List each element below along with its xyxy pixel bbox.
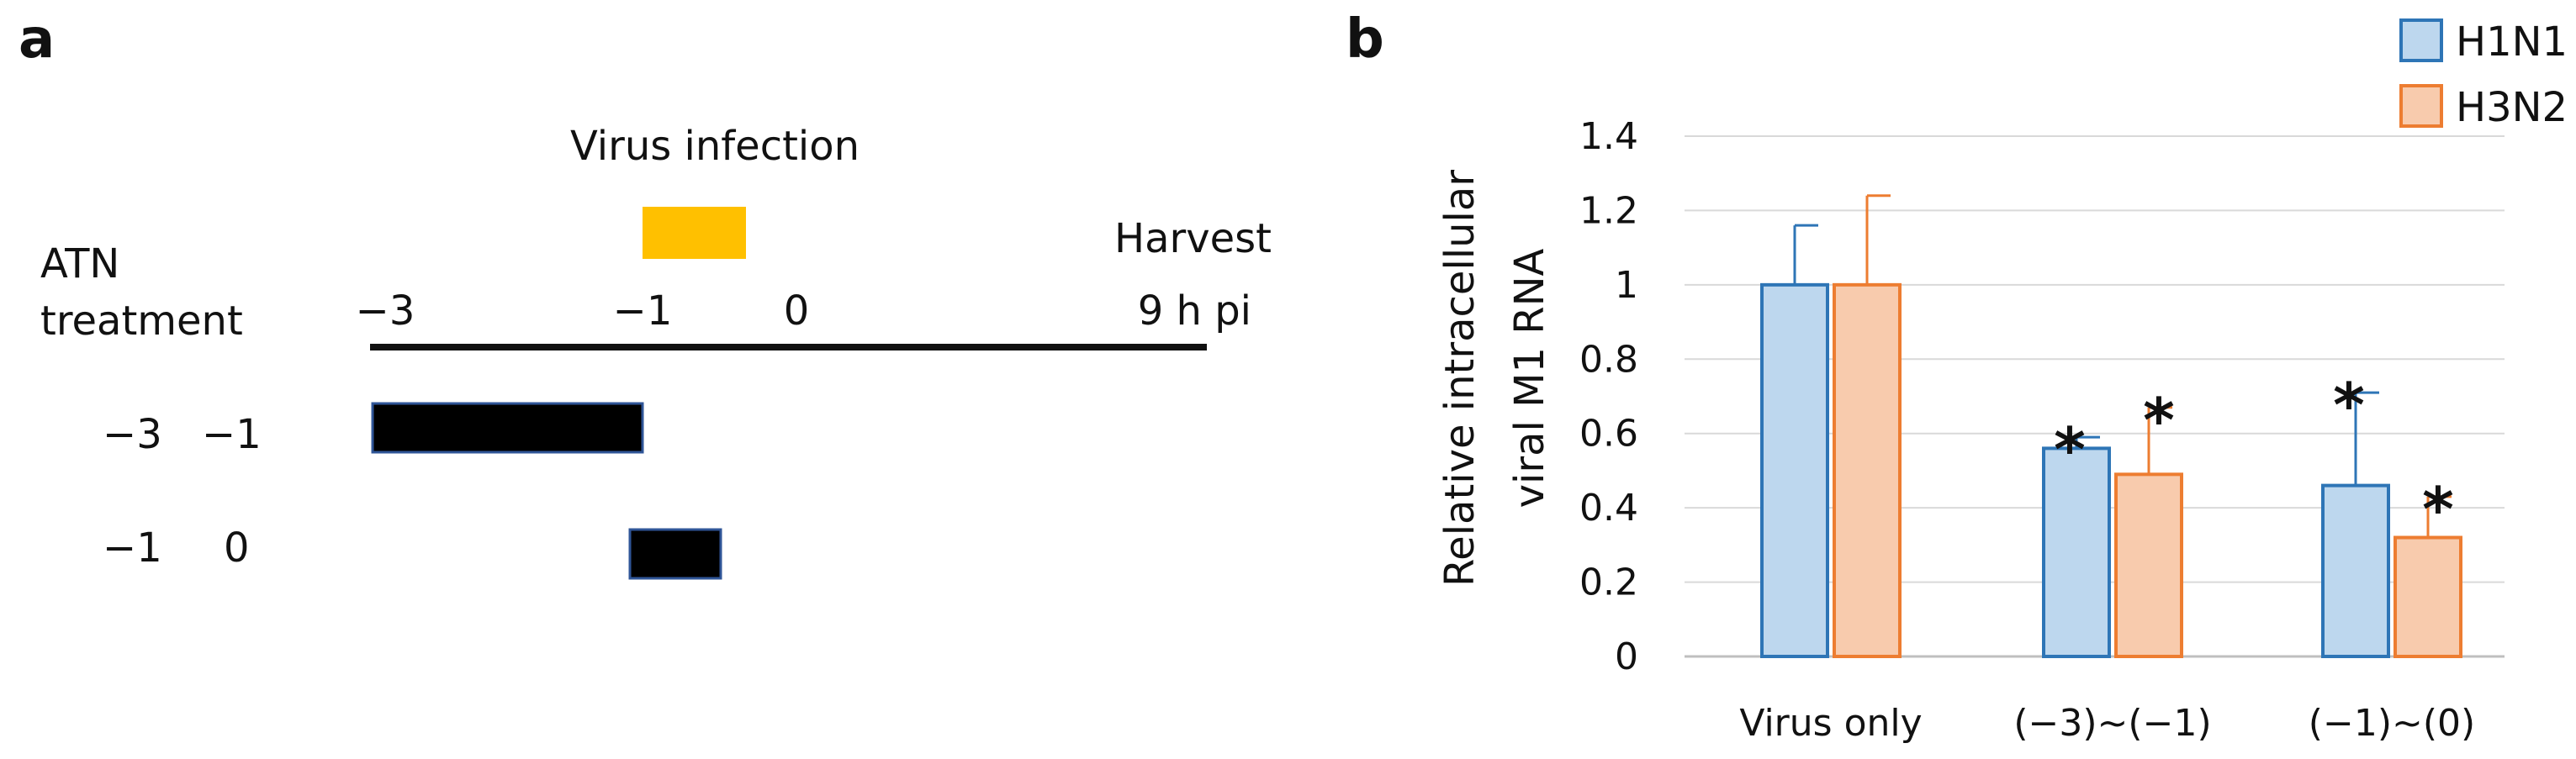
timeline-tick-label: 0 bbox=[784, 287, 810, 335]
bars: * * * * bbox=[1760, 194, 2462, 659]
atn-label: ATN bbox=[40, 240, 119, 287]
x-tick-label: (−3)~(−1) bbox=[2013, 702, 2211, 745]
panel-a: a Virus infection ATN treatment Harvest … bbox=[19, 8, 1272, 580]
y-tick-label: 0.6 bbox=[1579, 413, 1638, 456]
y-tick-label: 1.2 bbox=[1579, 189, 1638, 232]
treatment-bar bbox=[371, 402, 644, 454]
y-tick-labels: 0 0.2 0.4 0.6 0.8 1 1.2 1.4 bbox=[1579, 115, 1638, 678]
y-tick-label: 0.8 bbox=[1579, 338, 1638, 381]
y-tick-label: 1 bbox=[1615, 264, 1638, 307]
treatment-bar bbox=[628, 528, 722, 580]
x-tick-label: Virus only bbox=[1739, 702, 1922, 745]
bar-h1n1 bbox=[2042, 446, 2111, 659]
y-tick-label: 0.2 bbox=[1579, 561, 1638, 604]
bar-h3n2 bbox=[2114, 472, 2183, 658]
legend-swatch-h1n1 bbox=[2399, 18, 2443, 62]
significance-marker: * bbox=[2143, 385, 2175, 456]
panel-b: b Relative intracellular viral M1 RNA 00… bbox=[1346, 8, 2568, 745]
y-axis-label-line-1: Relative intracellular bbox=[1436, 170, 1484, 587]
bar-h3n2 bbox=[1833, 282, 1902, 658]
legend: H1N1 H3N2 bbox=[2399, 18, 2568, 131]
y-tick-label: 0.4 bbox=[1579, 487, 1638, 530]
y-axis-label-line-2: viral M1 RNA bbox=[1506, 248, 1553, 508]
timeline-tick-label: −3 bbox=[356, 287, 415, 335]
bar-h1n1 bbox=[2321, 483, 2390, 658]
virus-infection-bar bbox=[643, 207, 746, 259]
harvest-time-label: 9 h pi bbox=[1138, 287, 1251, 335]
y-tick-label: 0 bbox=[1615, 635, 1638, 678]
significance-marker: * bbox=[2054, 414, 2086, 485]
row-2-start-label: −1 bbox=[103, 524, 162, 572]
legend-label-h1n1: H1N1 bbox=[2456, 18, 2568, 66]
x-tick-labels: Virus only (−3)~(−1) (−1)~(0) bbox=[1739, 702, 2475, 745]
bar-h3n2 bbox=[2394, 535, 2462, 658]
treatment-label: treatment bbox=[40, 298, 243, 345]
significance-marker: * bbox=[2422, 474, 2454, 545]
legend-label-h3n2: H3N2 bbox=[2456, 84, 2568, 131]
y-tick-label: 1.4 bbox=[1579, 115, 1638, 158]
legend-swatch-h3n2 bbox=[2399, 84, 2443, 128]
timeline-tick-label: −1 bbox=[613, 287, 673, 335]
bar-h1n1 bbox=[1760, 282, 1829, 658]
x-tick-label: (−1)~(0) bbox=[2309, 702, 2475, 745]
harvest-label: Harvest bbox=[1114, 215, 1272, 262]
row-1-end-label: −1 bbox=[202, 411, 262, 458]
virus-infection-label: Virus infection bbox=[570, 123, 860, 170]
significance-marker: * bbox=[2333, 370, 2365, 440]
row-1-start-label: −3 bbox=[103, 411, 162, 458]
row-2-end-label: 0 bbox=[224, 524, 250, 572]
panel-a-letter: a bbox=[19, 8, 55, 71]
panel-b-letter: b bbox=[1346, 8, 1384, 71]
